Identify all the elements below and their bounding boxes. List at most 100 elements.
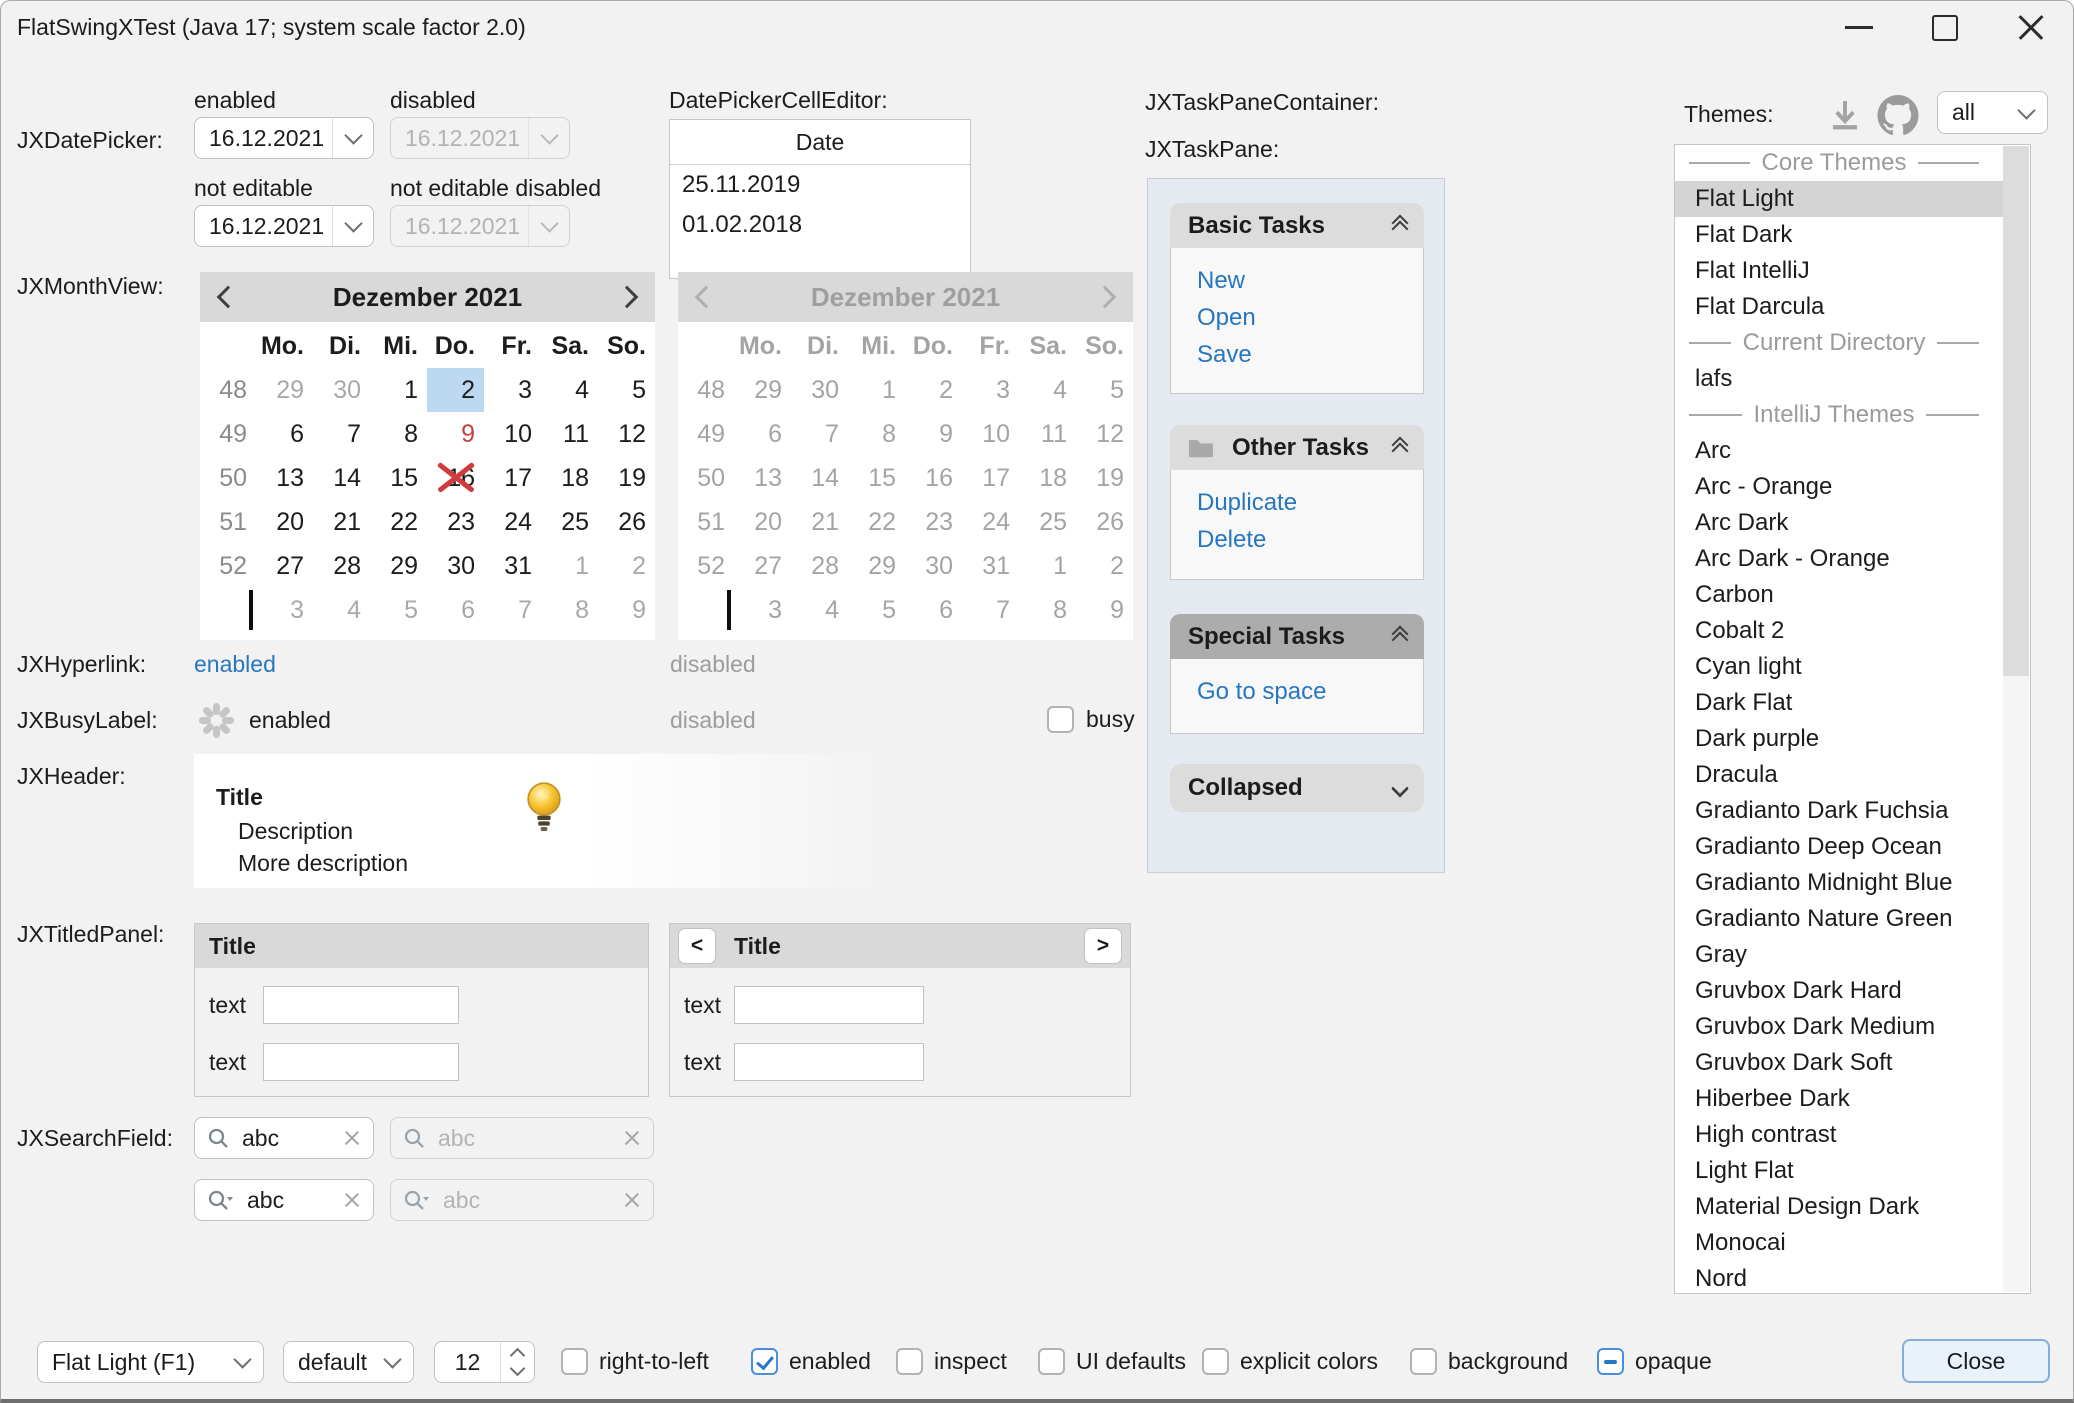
day-cell[interactable]: 13 xyxy=(276,463,304,492)
search-field-with-menu[interactable]: abc xyxy=(194,1179,374,1221)
day-cell[interactable]: 31 xyxy=(504,551,532,580)
theme-list-item-light-flat[interactable]: Light Flat xyxy=(1695,1157,1794,1184)
day-cell[interactable]: 8 xyxy=(575,595,589,624)
theme-list-item-gruvbox-dark-hard[interactable]: Gruvbox Dark Hard xyxy=(1695,977,1902,1004)
task-link-delete[interactable]: Delete xyxy=(1197,526,1267,553)
font-combo[interactable]: default xyxy=(283,1341,414,1383)
day-cell[interactable]: 6 xyxy=(461,595,475,624)
theme-list-item-gruvbox-dark-soft[interactable]: Gruvbox Dark Soft xyxy=(1695,1049,1893,1076)
day-cell[interactable]: 21 xyxy=(333,507,361,536)
task-link-open[interactable]: Open xyxy=(1197,304,1256,331)
theme-list-item-carbon[interactable]: Carbon xyxy=(1695,581,1774,608)
checkbox-busy[interactable] xyxy=(1047,706,1074,733)
checkbox-enabled[interactable] xyxy=(751,1348,778,1375)
day-cell[interactable]: 30 xyxy=(447,551,475,580)
day-cell[interactable]: 1 xyxy=(404,375,418,404)
download-icon[interactable] xyxy=(1827,99,1863,133)
search-field[interactable]: abc xyxy=(194,1117,374,1159)
day-cell[interactable]: 12 xyxy=(618,419,646,448)
day-cell[interactable]: 2 xyxy=(427,368,484,412)
text-input[interactable] xyxy=(263,986,459,1024)
datepicker-enabled[interactable]: 16.12.2021 xyxy=(194,117,374,159)
minimize-button[interactable] xyxy=(1816,1,1902,54)
day-cell[interactable]: 9 xyxy=(632,595,646,624)
day-cell[interactable]: 7 xyxy=(347,419,361,448)
day-cell[interactable]: 17 xyxy=(504,463,532,492)
theme-list-item-dark-flat[interactable]: Dark Flat xyxy=(1695,689,1793,716)
theme-list-item-flat-darcula[interactable]: Flat Darcula xyxy=(1695,293,1825,320)
day-cell[interactable]: 26 xyxy=(618,507,646,536)
day-cell[interactable]: 1 xyxy=(575,551,589,580)
taskpane-header-special-tasks[interactable]: Special Tasks xyxy=(1170,614,1424,659)
laf-combo[interactable]: Flat Light (F1) xyxy=(37,1341,264,1383)
text-input[interactable] xyxy=(734,1043,924,1081)
day-cell[interactable]: 20 xyxy=(276,507,304,536)
theme-list-item-flat-dark[interactable]: Flat Dark xyxy=(1695,221,1793,248)
github-icon[interactable] xyxy=(1877,95,1919,136)
text-input[interactable] xyxy=(263,1043,459,1081)
checkbox-right-to-left[interactable] xyxy=(561,1348,588,1375)
day-cell[interactable]: 30 xyxy=(333,375,361,404)
day-cell[interactable]: 29 xyxy=(390,551,418,580)
theme-list-item-gruvbox-dark-medium[interactable]: Gruvbox Dark Medium xyxy=(1695,1013,1936,1040)
text-input[interactable] xyxy=(734,986,924,1024)
day-cell[interactable]: 19 xyxy=(618,463,646,492)
day-cell[interactable]: 4 xyxy=(347,595,361,624)
day-cell[interactable]: 3 xyxy=(290,595,304,624)
theme-list-item-cobalt-2[interactable]: Cobalt 2 xyxy=(1695,617,1785,644)
datepicker-dropdown-button[interactable] xyxy=(332,206,373,246)
next-button[interactable]: > xyxy=(1084,928,1122,964)
day-cell[interactable]: 11 xyxy=(563,419,589,448)
next-month-button[interactable] xyxy=(615,285,639,309)
theme-list-item-monocai[interactable]: Monocai xyxy=(1695,1229,1786,1256)
clear-icon[interactable] xyxy=(343,1191,361,1209)
table-row[interactable]: 01.02.2018 xyxy=(682,211,803,238)
task-link-duplicate[interactable]: Duplicate xyxy=(1197,489,1298,516)
taskpane-header-other-tasks[interactable]: Other Tasks xyxy=(1170,425,1424,470)
checkbox-ui-defaults[interactable] xyxy=(1038,1348,1065,1375)
taskpane-header-collapsed[interactable]: Collapsed xyxy=(1170,764,1424,812)
theme-list-item-dracula[interactable]: Dracula xyxy=(1695,761,1778,788)
day-cell[interactable]: 5 xyxy=(632,375,646,404)
clear-icon[interactable] xyxy=(343,1129,361,1147)
day-cell[interactable]: 14 xyxy=(333,463,361,492)
day-cell[interactable]: 3 xyxy=(518,375,532,404)
theme-list-item-arc[interactable]: Arc xyxy=(1695,437,1731,464)
table-row[interactable]: 25.11.2019 xyxy=(682,171,801,198)
day-cell[interactable]: 28 xyxy=(333,551,361,580)
theme-list-item-gradianto-deep-ocean[interactable]: Gradianto Deep Ocean xyxy=(1695,833,1942,860)
day-cell[interactable]: 24 xyxy=(504,507,532,536)
day-cell[interactable]: 4 xyxy=(575,375,589,404)
taskpane-header-basic-tasks[interactable]: Basic Tasks xyxy=(1170,203,1424,248)
hyperlink-enabled[interactable]: enabled xyxy=(194,651,276,677)
checkbox-inspect[interactable] xyxy=(896,1348,923,1375)
scrollbar-thumb[interactable] xyxy=(2003,146,2029,676)
datepicker-not-editable[interactable]: 16.12.2021 xyxy=(194,205,374,247)
theme-list-item-flat-intellij[interactable]: Flat IntelliJ xyxy=(1695,257,1810,284)
day-cell[interactable]: 29 xyxy=(276,375,304,404)
theme-list-item-material-design-dark[interactable]: Material Design Dark xyxy=(1695,1193,1920,1220)
day-cell[interactable]: 25 xyxy=(561,507,589,536)
theme-list-item-nord[interactable]: Nord xyxy=(1695,1265,1748,1292)
day-cell[interactable]: 23 xyxy=(447,507,475,536)
task-link-new[interactable]: New xyxy=(1197,267,1246,294)
theme-list-item-gradianto-dark-fuchsia[interactable]: Gradianto Dark Fuchsia xyxy=(1695,797,1949,824)
themes-filter-combo[interactable]: all xyxy=(1937,91,2048,134)
previous-button[interactable]: < xyxy=(678,928,716,964)
theme-list-item-hiberbee-dark[interactable]: Hiberbee Dark xyxy=(1695,1085,1850,1112)
maximize-button[interactable] xyxy=(1902,1,1988,54)
theme-list-item-arc-dark-orange[interactable]: Arc Dark - Orange xyxy=(1695,545,1890,572)
spinner-arrows[interactable] xyxy=(500,1342,534,1382)
day-cell[interactable]: 18 xyxy=(561,463,589,492)
theme-list-item-flat-light[interactable]: Flat Light xyxy=(1675,181,2005,217)
day-cell[interactable]: 27 xyxy=(276,551,304,580)
theme-list-item-gradianto-midnight-blue[interactable]: Gradianto Midnight Blue xyxy=(1695,869,1953,896)
checkbox-background[interactable] xyxy=(1410,1348,1437,1375)
day-cell[interactable]: 2 xyxy=(632,551,646,580)
theme-list-item-dark-purple[interactable]: Dark purple xyxy=(1695,725,1820,752)
checkbox-explicit-colors[interactable] xyxy=(1202,1348,1229,1375)
day-cell[interactable]: 10 xyxy=(504,419,532,448)
font-size-spinner[interactable]: 12 xyxy=(434,1341,535,1383)
day-cell[interactable]: 5 xyxy=(404,595,418,624)
day-cell[interactable]: 9 xyxy=(461,419,475,448)
